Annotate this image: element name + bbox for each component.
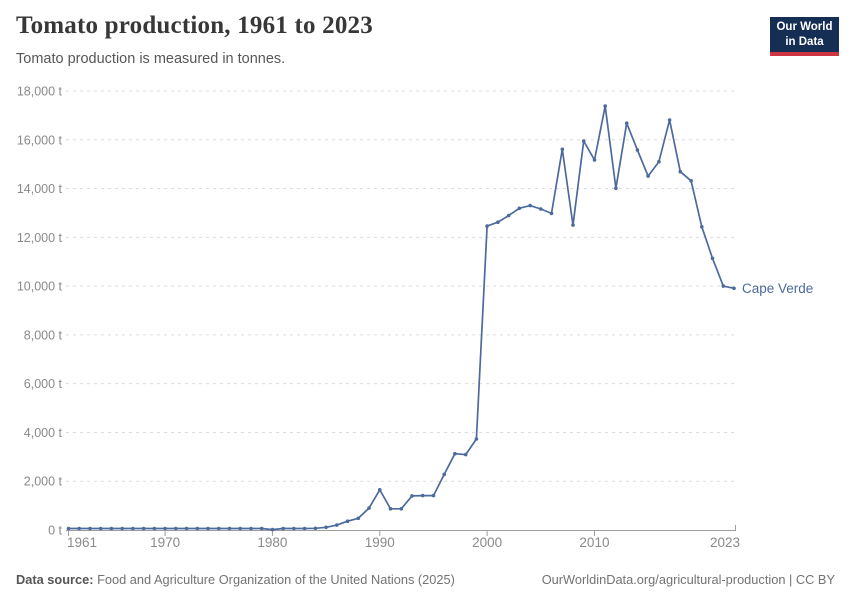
data-point	[539, 207, 543, 211]
y-tick-label: 10,000 t	[17, 280, 63, 294]
series-end-label: Cape Verde	[742, 281, 813, 296]
data-point	[238, 526, 242, 531]
y-tick-label: 2,000 t	[24, 475, 63, 489]
data-point	[549, 211, 554, 216]
data-point	[302, 526, 307, 531]
data-point	[700, 225, 704, 229]
x-tick-label: 1961	[67, 535, 97, 550]
data-point	[77, 526, 81, 531]
data-point	[592, 158, 597, 162]
y-tick-label: 18,000 t	[17, 85, 63, 99]
data-point	[184, 526, 189, 531]
x-tick-label: 1990	[365, 535, 395, 550]
data-point	[281, 526, 286, 531]
x-tick-label: 2010	[579, 535, 609, 550]
data-point	[378, 488, 382, 492]
page-title: Tomato production, 1961 to 2023	[16, 12, 373, 39]
data-point	[657, 159, 661, 164]
data-point	[517, 206, 522, 211]
data-point	[410, 494, 414, 498]
y-tick-label: 16,000 t	[17, 133, 63, 147]
data-point	[560, 147, 565, 152]
data-source: Data source: Food and Agriculture Organi…	[16, 572, 455, 587]
y-tick-label: 8,000 t	[24, 328, 63, 342]
y-tick-label: 12,000 t	[17, 231, 63, 245]
y-tick-label: 14,000 t	[17, 182, 63, 196]
data-point	[324, 525, 328, 530]
data-point	[109, 526, 114, 531]
data-point	[485, 224, 489, 228]
data-point	[313, 526, 318, 531]
data-point	[710, 256, 715, 261]
data-point	[174, 526, 178, 531]
data-point	[335, 523, 339, 527]
owid-logo-line1: Our World	[776, 21, 833, 33]
data-line	[67, 105, 735, 531]
data-point	[98, 526, 103, 531]
data-point	[141, 526, 146, 531]
owid-logo[interactable]: Our World in Data	[770, 17, 839, 56]
data-source-text: Food and Agriculture Organization of the…	[93, 572, 455, 587]
data-point	[356, 516, 361, 521]
owid-logo-line2: in Data	[785, 35, 824, 48]
data-point	[420, 493, 425, 498]
data-point	[667, 118, 672, 122]
data-point	[453, 451, 457, 456]
data-point	[689, 179, 693, 183]
data-point	[152, 526, 157, 531]
data-point	[249, 526, 253, 531]
footer-right: OurWorldinData.org/agricultural-producti…	[542, 572, 835, 587]
data-point	[345, 519, 350, 523]
data-point	[120, 526, 124, 531]
cc-by-link[interactable]: CC BY	[795, 572, 835, 587]
data-point	[506, 213, 511, 218]
data-point	[474, 437, 479, 441]
data-point	[399, 507, 404, 511]
data-point	[571, 223, 575, 227]
data-point	[463, 452, 468, 457]
data-point	[528, 203, 532, 208]
data-point	[431, 493, 436, 498]
x-tick-label: 1980	[257, 535, 287, 550]
footer-separator: |	[785, 572, 796, 587]
data-point	[131, 526, 135, 531]
y-tick-label: 4,000 t	[24, 426, 63, 440]
data-point	[635, 148, 640, 152]
data-point	[721, 284, 726, 288]
data-point	[732, 286, 736, 291]
data-point	[195, 526, 200, 531]
data-point	[88, 526, 92, 531]
data-point	[388, 507, 393, 511]
data-point	[678, 169, 683, 174]
data-point	[614, 186, 618, 191]
data-point	[217, 526, 221, 531]
data-point	[646, 174, 650, 178]
data-point	[259, 526, 264, 531]
data-point	[292, 526, 296, 531]
x-tick-label: 2023	[710, 535, 740, 550]
y-tick-label: 6,000 t	[24, 377, 63, 391]
data-point	[624, 121, 629, 125]
data-point	[163, 526, 167, 531]
x-tick-label: 2000	[472, 535, 502, 550]
chart-subtitle: Tomato production is measured in tonnes.	[16, 51, 286, 67]
data-point	[367, 506, 371, 510]
data-point	[227, 526, 232, 531]
data-point	[603, 104, 607, 108]
chart-footer: Data source: Food and Agriculture Organi…	[16, 572, 835, 587]
data-point	[442, 472, 447, 477]
owid-url-link[interactable]: OurWorldinData.org/agricultural-producti…	[541, 572, 786, 587]
data-point	[270, 527, 275, 532]
data-point	[496, 220, 500, 224]
y-tick-label: 0 t	[48, 524, 62, 538]
data-point	[581, 139, 586, 143]
data-point	[206, 526, 210, 531]
data-point	[66, 526, 71, 531]
data-source-label: Data source:	[16, 572, 94, 587]
x-tick-label: 1970	[150, 535, 180, 550]
